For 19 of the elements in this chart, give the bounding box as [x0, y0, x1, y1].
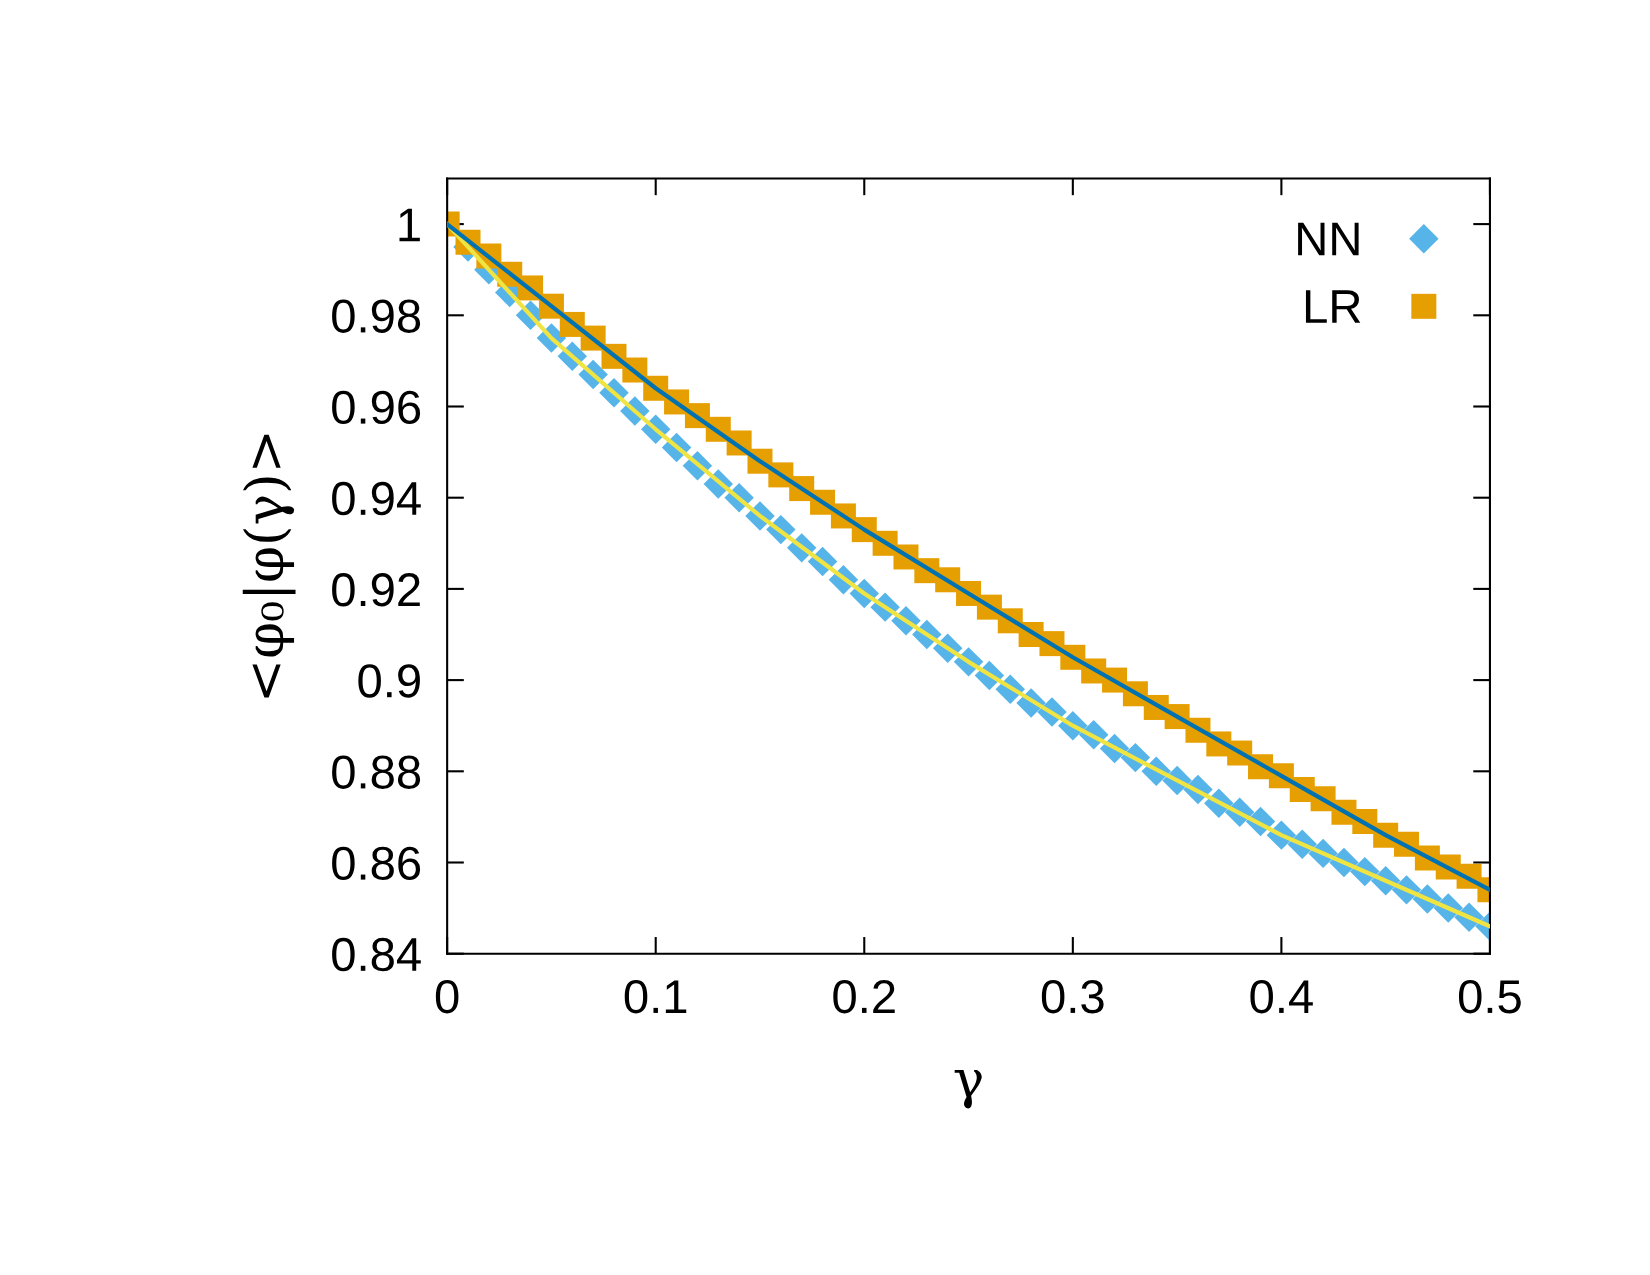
x-axis-title: γ [954, 1070, 982, 1109]
y-tick-label: 0.98 [332, 299, 421, 333]
legend-label: NN [1298, 222, 1359, 256]
y-tick-label: 0.9 [358, 664, 420, 698]
y-tick-label: 0.96 [332, 390, 421, 425]
x-tick-label: 0.2 [833, 979, 895, 1014]
y-tick-label: 0.94 [332, 481, 421, 516]
y-tick-label: 0.88 [332, 755, 421, 789]
y-tick-label: 0.84 [332, 937, 421, 972]
y-tick-label: 0.86 [332, 846, 421, 881]
legend-label: LR [1305, 290, 1361, 323]
x-tick-label: 0.4 [1250, 979, 1313, 1014]
x-tick-label: 0 [435, 979, 459, 1014]
x-tick-label: 0.1 [624, 979, 687, 1014]
y-axis-title: <φ₀|φ(γ)> [242, 434, 296, 698]
x-tick-label: 0.5 [1458, 979, 1521, 1014]
y-tick-label: 0.92 [332, 573, 420, 607]
y-tick-label: 1 [399, 208, 420, 242]
x-tick-label: 0.3 [1041, 979, 1104, 1014]
